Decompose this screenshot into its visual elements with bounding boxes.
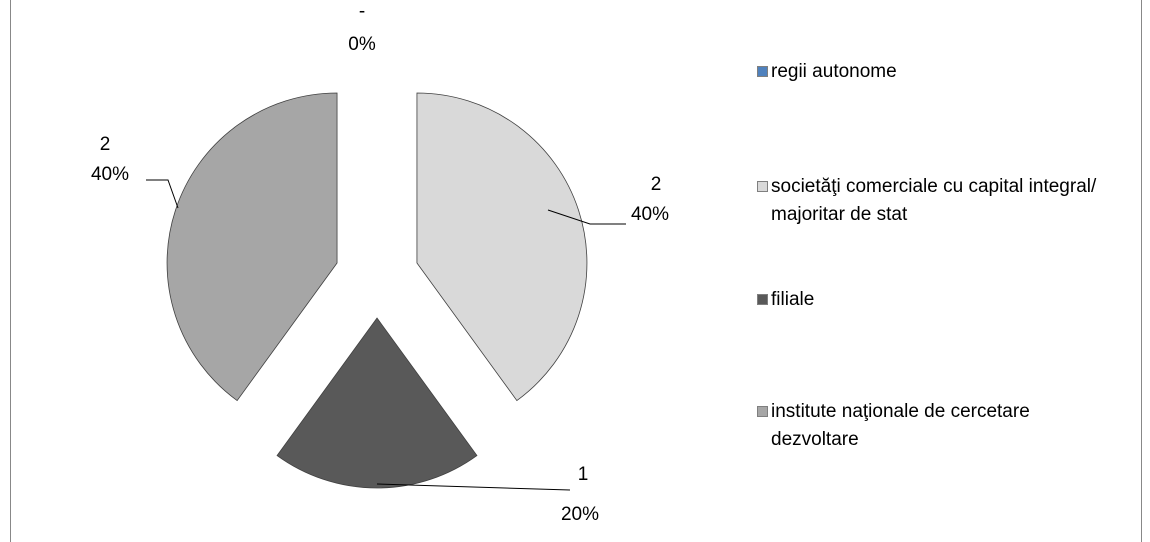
legend-item: regii autonome — [757, 58, 1102, 86]
data-label-count: 2 — [651, 174, 662, 195]
leader-line — [146, 179, 179, 209]
legend-swatch — [757, 66, 768, 77]
legend-label: filiale — [771, 289, 815, 310]
legend-swatch — [757, 294, 768, 305]
pie-slice — [166, 92, 338, 402]
legend-item: societăţi comerciale cu capital integral… — [757, 173, 1102, 229]
leader-line — [376, 483, 571, 491]
pie-slice — [276, 317, 478, 489]
leader-line — [547, 209, 626, 225]
pie-slice — [416, 92, 588, 402]
data-label-percent: 40% — [631, 204, 669, 225]
data-label-count: 1 — [578, 464, 589, 485]
data-label-count: 2 — [100, 134, 111, 155]
legend-label: societăţi comerciale cu capital integral… — [771, 176, 1097, 225]
legend-item: institute naţionale de cercetare dezvolt… — [757, 398, 1102, 454]
legend-swatch — [757, 406, 768, 417]
data-label-percent: 40% — [91, 164, 129, 185]
data-label-percent: 20% — [561, 504, 599, 525]
legend-label: regii autonome — [771, 61, 897, 82]
legend-label: institute naţionale de cercetare dezvolt… — [771, 401, 1030, 450]
legend-swatch — [757, 181, 768, 192]
legend-item: filiale — [757, 286, 1102, 314]
data-label-count: - — [359, 1, 365, 22]
data-label-percent: 0% — [348, 34, 376, 55]
